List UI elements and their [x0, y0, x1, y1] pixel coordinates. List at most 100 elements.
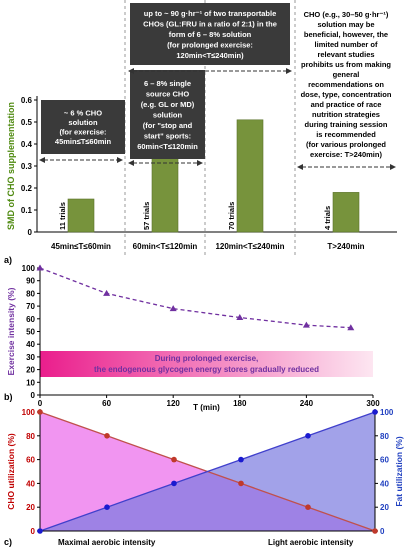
panel-b-data-point: [169, 305, 177, 312]
cho-utilization-point: [104, 433, 110, 439]
panel-a-bar: [236, 119, 264, 233]
panel-b-y-tick-label: 0: [31, 391, 36, 400]
panel-a-trial-count-label: 4 trials: [323, 206, 332, 230]
panel-b-data-point: [236, 314, 244, 321]
panel-c-right-y-tick-label: 60: [380, 456, 389, 465]
panel-b-x-tick-label: 0: [38, 399, 43, 408]
panel-b-label: b): [4, 392, 13, 402]
panel-b-y-tick-label: 50: [26, 328, 35, 337]
panel-a-note-text: prohibits us from making: [301, 60, 391, 69]
panel-a-callout-text: up to ~ 90 g·hr⁻¹ of two transportable: [144, 9, 277, 18]
panel-a-bar: [67, 198, 95, 233]
panel-a-note-text: recommendations on: [308, 80, 384, 89]
panel-c-right-y-tick-label: 80: [380, 432, 389, 441]
panel-a-trial-count-label: 11 trials: [58, 202, 67, 230]
panel-c-label: c): [4, 537, 12, 547]
panel-b-x-tick-label: 120: [167, 399, 181, 408]
panel-a-range-arrow-60-120-head-right: [197, 160, 203, 166]
panel-a-y-tick-label: 0.2: [21, 184, 33, 193]
panel-a-range-arrow-over-240-head-left: [297, 164, 303, 170]
panel-c-left-y-tick-label: 20: [26, 503, 35, 512]
panel-b-y-tick-label: 70: [26, 302, 35, 311]
fat-utilization-point: [104, 504, 110, 511]
panel-a-callout-box: [130, 3, 290, 65]
fat-utilization-point: [305, 433, 311, 439]
panel-c-right-y-tick-label: 0: [380, 527, 385, 536]
glycogen-banner-line-2: the endogenous glycogen energy stores gr…: [94, 365, 319, 374]
panel-a-callout-text: solution: [153, 110, 183, 119]
panel-a-note-text: relevant studies: [317, 50, 374, 59]
panel-b-data-point: [302, 321, 310, 328]
cho-utilization-point: [238, 480, 244, 487]
panel-a-callout-text: form of 6 – 8% solution: [169, 30, 252, 39]
panel-b-intensity-line: [39, 267, 351, 329]
glycogen-banner: [40, 351, 373, 377]
panel-a-category-label: 45min≤T≤60min: [51, 242, 111, 251]
panel-a-y-tick-label: 0.3: [21, 162, 33, 171]
panel-b-y-tick-label: 60: [26, 315, 35, 324]
panel-a-y-tick-label: 0.5: [21, 118, 33, 127]
panel-a-callout-box: [41, 100, 125, 154]
panel-c: 0 0 20 20 40 40 60 60 80 80 100 100 CHO utilization…: [4, 408, 404, 547]
light-aerobic-intensity-label: Light aerobic intensity: [268, 538, 354, 547]
fat-utilization-point: [37, 528, 43, 534]
panel-a-callout-text: (e.g. GL or MD): [141, 100, 195, 109]
panel-a-callout-text: ~ 6 % CHO: [64, 108, 102, 117]
panel-c-left-y-tick-label: 80: [26, 432, 35, 441]
panel-a-note-text: limited number of: [315, 40, 378, 49]
fat-utilization-point: [171, 480, 177, 487]
maximal-aerobic-intensity-label: Maximal aerobic intensity: [58, 538, 156, 547]
panel-a-y-tick-label: 0.6: [21, 96, 33, 105]
panel-c-left-y-axis-label: CHO utilization (%): [6, 433, 16, 510]
panel-b-x-axis-label: T (min): [193, 403, 220, 412]
panel-a-callout-text: (for "stop and: [143, 121, 193, 130]
panel-a-callout-text: 6 – 8% single: [144, 79, 191, 88]
panel-b-y-tick-label: 90: [26, 277, 35, 286]
panel-a-callout-text: source CHO: [146, 89, 190, 98]
panel-b-y-tick-label: 80: [26, 289, 35, 298]
panel-c-right-y-tick-label: 20: [380, 503, 389, 512]
panel-b-y-axis-label: Exercise intensity (%): [6, 287, 16, 375]
panel-a-note-text: exercise: T>240min): [310, 150, 382, 159]
panel-b-y-tick-label: 40: [26, 340, 35, 349]
fat-utilization-point: [238, 456, 244, 463]
panel-b-y-tick-label: 20: [26, 366, 35, 375]
panel-c-left-y-tick-label: 0: [31, 527, 36, 536]
panel-a-note-text: solution may be: [317, 20, 374, 29]
panel-a-range-arrow-120-240-head-left: [128, 68, 134, 74]
panel-b: Exercise intensity (%) T (min) b) During…: [4, 264, 380, 412]
panel-c-left-y-tick-label: 40: [26, 479, 35, 488]
panel-a-note-text: nutrition strategies: [312, 110, 380, 119]
panel-a-range-arrow-120-240-head-right: [286, 68, 292, 74]
panel-a-range-arrow-over-240-head-right: [390, 164, 396, 170]
panel-b-data-point: [103, 289, 111, 296]
fat-utilization-line: [39, 411, 376, 532]
panel-c-right-y-tick-label: 40: [380, 479, 389, 488]
panel-a-callout-text: (for exercise:: [59, 127, 106, 136]
panel-a-callout-text: 60min<T≤120min: [137, 142, 198, 151]
panel-a-callout-text: (for prolonged exercise:: [167, 40, 253, 49]
panel-a-range-arrow-45-60-head-left: [39, 157, 45, 163]
panel-a-callout-text: start" sports:: [144, 131, 191, 140]
panel-c-left-y-tick-label: 60: [26, 456, 35, 465]
panel-b-y-tick-label: 30: [26, 353, 35, 362]
panel-a-trial-count-label: 70 trials: [227, 202, 236, 230]
panel-a-range-arrow-60-120-head-left: [128, 160, 134, 166]
panel-b-y-tick-label: 10: [26, 378, 35, 387]
panel-b-x-tick-label: 60: [102, 399, 111, 408]
panel-a-note-text: during training session: [305, 120, 388, 129]
panel-b-x-tick-label: 300: [366, 399, 380, 408]
panel-a-y-axis-label: SMD of CHO supplementation: [6, 102, 16, 230]
panel-a-note-text: and practice of race: [311, 100, 382, 109]
panel-a-label: a): [4, 255, 12, 265]
glycogen-banner-line-1: During prolonged exercise,: [155, 354, 259, 363]
panel-c-left-y-tick-label: 100: [22, 408, 36, 417]
panel-a-category-label: 60min<T≤120min: [133, 242, 198, 251]
panel-a-note-text: CHO (e.g., 30–50 g·hr⁻¹): [304, 10, 389, 19]
panel-b-x-tick-label: 180: [233, 399, 247, 408]
cho-utilization-point: [171, 456, 177, 463]
panel-a-callout-text: 45min≤T≤60min: [55, 137, 112, 146]
panel-a-bar: [151, 150, 179, 233]
panel-b-data-point: [36, 264, 44, 271]
